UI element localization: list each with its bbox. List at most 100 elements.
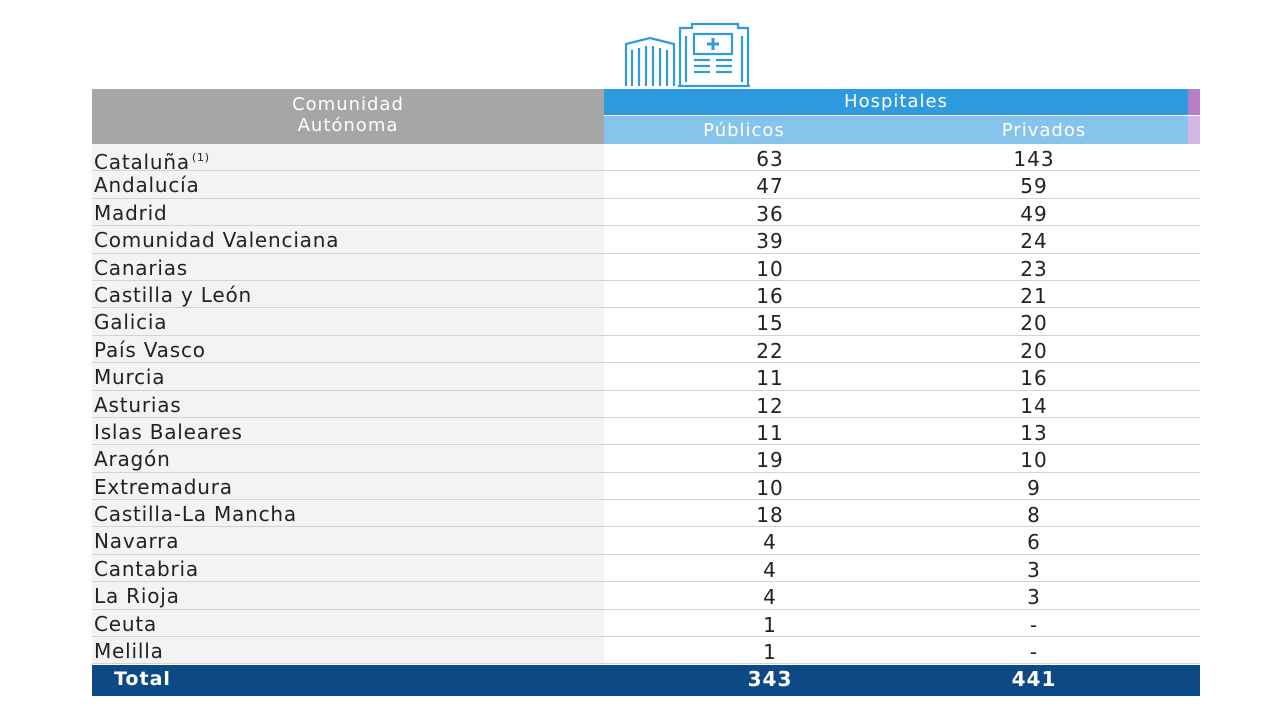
public-hospitals-value: 10 <box>756 475 784 500</box>
row-shade <box>92 554 604 582</box>
private-hospitals-value: 9 <box>1027 475 1041 500</box>
table-row: Castilla y León 16 21 <box>92 280 1200 309</box>
table-row: Castilla-La Mancha 18 8 <box>92 500 1200 528</box>
community-name: Ceuta <box>94 610 157 638</box>
row-shade <box>92 226 604 253</box>
header-accent-top <box>1188 89 1200 115</box>
public-hospitals-value: 11 <box>756 366 784 391</box>
community-name-text: Canarias <box>94 255 189 280</box>
table-row: País Vasco 22 20 <box>92 335 1200 364</box>
public-hospitals-value: 10 <box>756 256 784 281</box>
row-shade <box>92 390 604 417</box>
row-shade <box>92 363 604 390</box>
community-name-text: La Rioja <box>94 584 180 609</box>
community-name: Galicia <box>94 308 167 336</box>
row-shade <box>92 582 604 609</box>
community-name-text: Aragón <box>94 447 171 472</box>
footnote-marker: (1) <box>191 151 210 164</box>
private-hospitals-value: 23 <box>1020 256 1048 281</box>
hospital-building-icon <box>622 22 752 88</box>
total-label: Total <box>114 668 171 690</box>
table-row: La Rioja 4 3 <box>92 582 1200 610</box>
community-name: Islas Baleares <box>94 418 243 446</box>
row-shade <box>92 445 604 472</box>
public-hospitals-value: 1 <box>763 612 777 637</box>
row-shade <box>92 198 604 226</box>
private-hospitals-value: 6 <box>1027 530 1041 555</box>
private-hospitals-value: 16 <box>1020 366 1048 391</box>
private-hospitals-value: 21 <box>1020 283 1048 308</box>
private-hospitals-value: 24 <box>1020 229 1048 254</box>
table-row: Islas Baleares 11 13 <box>92 417 1200 446</box>
public-hospitals-value: 18 <box>756 503 784 528</box>
row-shade <box>92 253 604 280</box>
public-hospitals-value: 19 <box>756 448 784 473</box>
table-row: Cataluña (1) 63 143 <box>92 144 1200 174</box>
community-header-line2: Autónoma <box>297 115 399 136</box>
community-name: Cataluña (1) <box>94 144 210 176</box>
private-hospitals-value: - <box>1029 640 1039 665</box>
table-row: Asturias 12 14 <box>92 390 1200 419</box>
table-row: Aragón 19 10 <box>92 445 1200 473</box>
row-shade <box>92 527 604 554</box>
community-name-text: Andalucía <box>94 173 200 198</box>
community-header: Comunidad Autónoma <box>92 89 604 144</box>
table-row: Canarias 10 23 <box>92 253 1200 281</box>
table-row: Galicia 15 20 <box>92 308 1200 336</box>
community-name-text: Melilla <box>94 639 164 664</box>
public-hospitals-value: 4 <box>763 585 777 610</box>
table-row: Ceuta 1 - <box>92 609 1200 638</box>
community-name-text: Madrid <box>94 200 168 225</box>
community-name: Castilla y León <box>94 281 252 309</box>
community-name: Comunidad Valenciana <box>94 226 339 254</box>
private-hospitals-value: 13 <box>1020 420 1048 445</box>
community-name-text: Comunidad Valenciana <box>94 228 340 253</box>
hospitals-table: Comunidad Autónoma Hospitales Públicos P… <box>92 89 1200 665</box>
community-name: Asturias <box>94 391 181 419</box>
public-hospitals-value: 16 <box>756 283 784 308</box>
private-hospitals-value: 10 <box>1020 448 1048 473</box>
community-name: Madrid <box>94 199 167 227</box>
private-hospitals-value: 59 <box>1020 174 1048 199</box>
private-hospitals-value: 8 <box>1027 503 1041 528</box>
table-row: Murcia 11 16 <box>92 363 1200 391</box>
hospitals-header: Hospitales <box>604 89 1188 115</box>
public-hospitals-value: 4 <box>763 557 777 582</box>
row-shade <box>92 472 604 500</box>
table-row: Extremadura 10 9 <box>92 472 1200 501</box>
header-accent-bottom <box>1188 116 1200 144</box>
row-shade <box>92 280 604 308</box>
total-public-value: 343 <box>747 667 793 691</box>
row-shade <box>92 171 604 198</box>
private-hospitals-value: 14 <box>1020 393 1048 418</box>
public-hospitals-value: 39 <box>756 229 784 254</box>
community-name: La Rioja <box>94 582 180 610</box>
row-shade <box>92 144 604 171</box>
total-row: Total 343 441 <box>92 665 1200 696</box>
community-name-text: Castilla y León <box>94 282 252 307</box>
community-name: Andalucía <box>94 171 200 199</box>
table-row: Andalucía 47 59 <box>92 171 1200 199</box>
private-hospitals-value: 20 <box>1020 338 1048 363</box>
total-private-value: 441 <box>1011 667 1057 691</box>
public-hospitals-value: 36 <box>756 201 784 226</box>
hospitals-header-group: Hospitales Públicos Privados <box>604 89 1200 144</box>
public-hospitals-value: 4 <box>763 530 777 555</box>
table-row: Comunidad Valenciana 39 24 <box>92 226 1200 254</box>
community-name-text: Cantabria <box>94 556 199 581</box>
community-name-text: Navarra <box>94 529 180 554</box>
table-row: Cantabria 4 3 <box>92 554 1200 583</box>
public-hospitals-value: 15 <box>756 311 784 336</box>
community-name: Navarra <box>94 527 179 555</box>
private-hospitals-value: - <box>1029 612 1039 637</box>
public-hospitals-value: 47 <box>756 174 784 199</box>
private-hospitals-value: 20 <box>1020 311 1048 336</box>
community-name: Murcia <box>94 363 165 391</box>
public-column-header: Públicos <box>703 120 785 141</box>
subheader-bar <box>604 116 1188 144</box>
table-row: Madrid 36 49 <box>92 198 1200 227</box>
community-name-text: Cataluña <box>94 150 190 174</box>
community-name: Cantabria <box>94 555 199 583</box>
community-name-text: Murcia <box>94 365 166 390</box>
table-row: Navarra 4 6 <box>92 527 1200 555</box>
